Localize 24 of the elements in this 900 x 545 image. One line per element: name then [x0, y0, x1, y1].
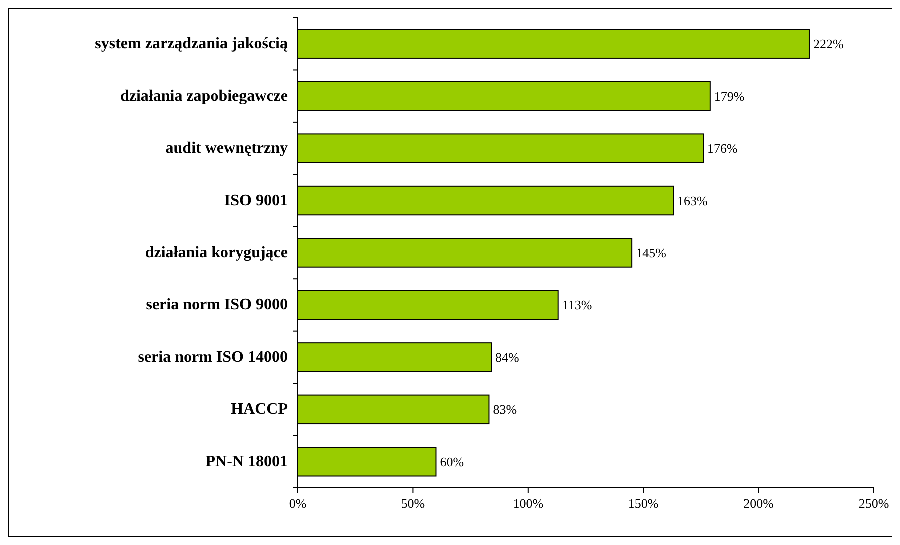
- data-label: 60%: [440, 454, 464, 470]
- y-tick-label: system zarządzania jakością: [95, 36, 288, 53]
- y-tick-label: działania zapobiegawcze: [120, 88, 288, 105]
- data-label: 179%: [714, 88, 745, 104]
- data-label: 83%: [493, 402, 518, 418]
- y-tick-label: działania korygujące: [145, 244, 288, 262]
- data-label: 113%: [562, 298, 592, 313]
- x-tick-label: 0%: [289, 496, 307, 511]
- data-label: 222%: [813, 36, 844, 52]
- x-tick-label: 250%: [858, 496, 890, 511]
- x-tick-label: 100%: [513, 496, 544, 511]
- y-tick-label: seria norm ISO 9000: [146, 296, 288, 314]
- y-tick-label: HACCP: [231, 401, 288, 418]
- data-label: 163%: [678, 193, 708, 208]
- data-label: 145%: [636, 246, 667, 260]
- y-tick-label: audit wewnętrzny: [166, 140, 288, 158]
- y-tick-label: ISO 9001: [224, 192, 288, 210]
- x-tick-label: 50%: [401, 496, 426, 511]
- x-tick-label: 150%: [628, 496, 659, 511]
- data-label: 176%: [708, 141, 738, 156]
- x-tick-label: 200%: [744, 496, 774, 511]
- y-tick-label: PN-N 18001: [206, 453, 288, 470]
- y-tick-label: seria norm ISO 14000: [138, 348, 288, 366]
- data-label: 84%: [496, 350, 520, 365]
